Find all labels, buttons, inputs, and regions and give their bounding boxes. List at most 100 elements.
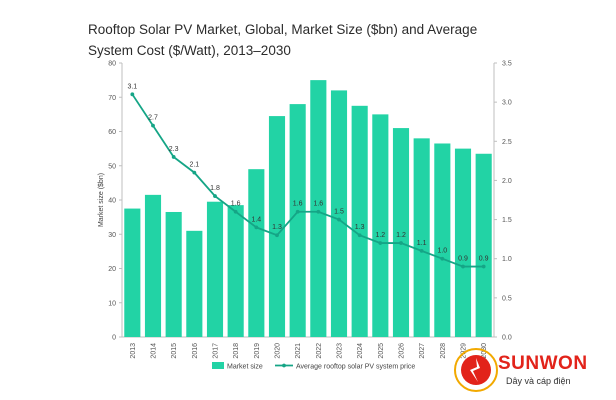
- legend-bar-label: Market size: [227, 364, 263, 371]
- x-tick-label: 2027: [419, 343, 426, 359]
- bar: [434, 143, 451, 337]
- legend-line-marker: [282, 363, 286, 368]
- price-data-label: 1.6: [231, 201, 241, 208]
- price-point: [151, 123, 155, 128]
- price-data-label: 1.1: [417, 240, 427, 247]
- x-tick-label: 2022: [316, 343, 323, 359]
- price-point: [130, 92, 135, 97]
- chart-title: Rooftop Solar PV Market, Global, Market …: [88, 22, 478, 58]
- bar: [330, 90, 348, 338]
- x-tick-label: 2020: [275, 343, 282, 359]
- price-point: [399, 241, 403, 245]
- price-point: [213, 194, 217, 198]
- bar: [392, 128, 410, 337]
- legend-line-label: Average rooftop solar PV system price: [296, 364, 415, 371]
- bar: [165, 211, 182, 337]
- logo-tagline: Dây và cáp điện: [506, 376, 571, 386]
- price-data-label: 3.1: [127, 83, 137, 90]
- price-point: [275, 233, 279, 238]
- price-data-label: 2.1: [189, 162, 199, 169]
- y2-tick-label: 3.0: [502, 100, 512, 107]
- price-point: [337, 217, 341, 222]
- price-point: [233, 209, 238, 214]
- y2-tick-label: 0.0: [502, 335, 512, 342]
- bar: [268, 116, 286, 338]
- price-data-label: 2.3: [169, 146, 179, 153]
- sunwon-logo: [452, 346, 616, 400]
- bar: [413, 138, 430, 337]
- price-data-label: 0.9: [479, 256, 489, 263]
- y2-tick-label: 1.0: [502, 256, 512, 263]
- price-point: [378, 241, 383, 245]
- legend-bar-swatch: [212, 362, 224, 369]
- x-tick-label: 2016: [192, 343, 199, 359]
- x-tick-label: 2017: [213, 343, 220, 359]
- price-point: [254, 225, 259, 230]
- y-tick-label: 20: [108, 266, 116, 273]
- y-tick-label: 70: [108, 95, 116, 102]
- y2-tick-label: 2.0: [502, 178, 512, 185]
- y2-tick-label: 0.5: [502, 295, 512, 302]
- price-point: [295, 209, 300, 214]
- price-data-label: 1.5: [334, 209, 344, 216]
- price-point: [419, 248, 424, 253]
- bar: [289, 104, 306, 337]
- bar: [351, 105, 368, 337]
- y-tick-label: 0: [112, 335, 116, 342]
- x-tick-label: 2029: [461, 343, 468, 359]
- price-data-label: 1.0: [437, 248, 447, 255]
- y2-tick-label: 3.5: [502, 61, 512, 68]
- y-tick-label: 30: [108, 232, 116, 239]
- x-tick-label: 2024: [357, 343, 364, 359]
- y-tick-label: 80: [108, 61, 116, 68]
- price-data-label: 1.6: [313, 201, 323, 208]
- x-tick-label: 2028: [440, 343, 447, 359]
- bar: [248, 169, 265, 337]
- price-data-label: 1.2: [375, 232, 385, 239]
- x-tick-label: 2025: [378, 343, 385, 359]
- price-point: [481, 264, 486, 269]
- bar: [124, 208, 141, 337]
- price-data-label: 2.7: [148, 115, 158, 122]
- price-point: [357, 233, 362, 238]
- price-data-label: 1.4: [251, 216, 261, 223]
- logo-brand: SUNWON: [498, 353, 588, 374]
- x-tick-label: 2026: [399, 343, 406, 359]
- price-line: [131, 93, 484, 268]
- y-tick-label: 40: [108, 198, 116, 205]
- bar: [186, 230, 203, 337]
- y-tick-label: 10: [108, 300, 116, 307]
- bar: [454, 148, 472, 337]
- x-tick-label: 2018: [233, 343, 240, 359]
- y2-tick-label: 1.5: [502, 217, 512, 224]
- price-data-label: 1.8: [210, 185, 220, 192]
- x-tick-label: 2015: [171, 343, 178, 359]
- bar: [206, 201, 224, 337]
- x-tick-label: 2023: [337, 343, 344, 359]
- sun-logo-icon: [454, 348, 498, 392]
- price-point: [461, 264, 465, 269]
- y-axis-title: Market size ($bn): [98, 173, 105, 227]
- y2-tick-label: 2.5: [502, 139, 512, 146]
- price-data-label: 1.3: [272, 224, 282, 231]
- price-data-label: 1.3: [355, 224, 365, 231]
- x-tick-label: 2021: [295, 343, 302, 359]
- x-tick-label: 2014: [151, 343, 158, 359]
- bar: [310, 80, 327, 337]
- price-point: [316, 209, 321, 214]
- price-point: [192, 170, 197, 175]
- price-data-label: 1.2: [396, 232, 406, 239]
- bar: [144, 194, 162, 337]
- bar: [227, 205, 244, 337]
- price-point: [440, 256, 445, 261]
- bar: [475, 153, 492, 337]
- price-data-label: 1.6: [293, 201, 303, 208]
- x-tick-label: 2019: [254, 343, 261, 359]
- x-tick-label: 2013: [130, 343, 137, 359]
- price-data-label: 0.9: [458, 256, 468, 263]
- y-tick-label: 60: [108, 129, 116, 136]
- bar: [372, 114, 389, 337]
- price-point: [171, 155, 176, 159]
- y-tick-label: 50: [108, 163, 116, 170]
